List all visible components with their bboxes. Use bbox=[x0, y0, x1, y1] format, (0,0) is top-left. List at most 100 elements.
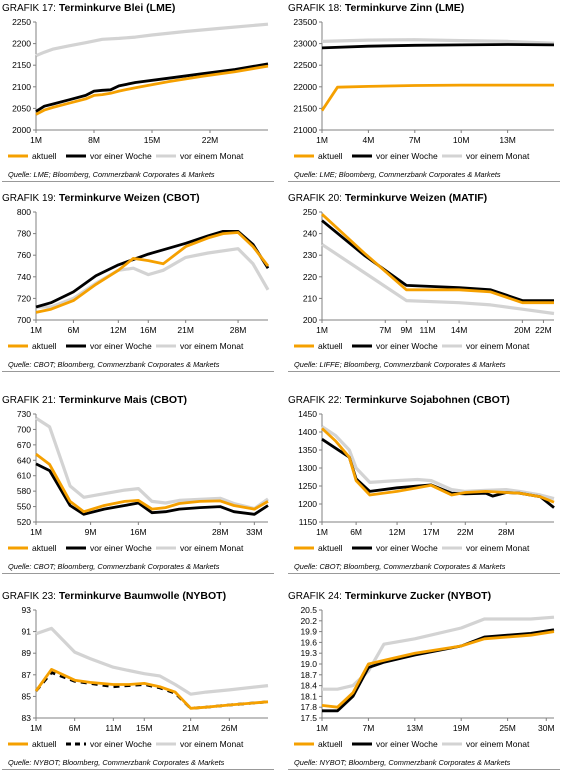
y-tick-label: 1150 bbox=[299, 517, 318, 527]
chart-title: GRAFIK 18: Terminkurve Zinn (LME) bbox=[288, 2, 464, 14]
divider bbox=[288, 573, 560, 574]
y-tick-label: 760 bbox=[17, 250, 31, 260]
chart-title-text: Terminkurve Weizen (CBOT) bbox=[58, 192, 200, 204]
legend-label-woche: vor einer Woche bbox=[90, 341, 152, 351]
x-tick-label: 21M bbox=[177, 325, 194, 335]
series-line-woche bbox=[321, 438, 555, 509]
chart-svg: 21000 21500 22000 22500 23000 23500 1M 4M 7M 10M 1… bbox=[293, 17, 555, 161]
x-tick-label: 15M bbox=[136, 723, 153, 733]
chart-svg: 1150 1200 1250 1300 1350 1400 1450 1M 6M 12M 17M 22… bbox=[294, 409, 555, 553]
legend-label-aktuell: aktuell bbox=[318, 341, 343, 351]
x-tick-label: 9M bbox=[400, 325, 412, 335]
chart-svg: 2000 2050 2100 2150 2200 2250 1M 8M 15M 22M aktuel… bbox=[8, 17, 269, 161]
y-tick-label: 21500 bbox=[293, 103, 317, 113]
chart-title-text: Terminkurve Mais (CBOT) bbox=[58, 394, 187, 406]
legend-label-woche: vor einer Woche bbox=[90, 543, 152, 553]
x-tick-label: 13M bbox=[499, 135, 516, 145]
y-tick-label: 580 bbox=[17, 486, 31, 496]
legend-label-aktuell: aktuell bbox=[318, 739, 343, 749]
series-line-aktuell bbox=[35, 452, 269, 514]
y-tick-label: 670 bbox=[17, 440, 31, 450]
x-tick-label: 26M bbox=[221, 723, 238, 733]
y-tick-label: 1250 bbox=[298, 481, 317, 491]
series-line-aktuell bbox=[35, 231, 270, 314]
y-tick-label: 1400 bbox=[298, 427, 317, 437]
x-tick-label: 20M bbox=[514, 325, 531, 335]
series-line-aktuell bbox=[35, 64, 269, 116]
x-tick-label: 10M bbox=[453, 135, 470, 145]
x-tick-label: 4M bbox=[362, 135, 374, 145]
y-tick-label: 1300 bbox=[298, 463, 317, 473]
x-tick-label: 15M bbox=[144, 135, 161, 145]
series-line-woche bbox=[321, 219, 554, 302]
chart-panel: GRAFIK 19: Terminkurve Weizen (CBOT) 700 7… bbox=[2, 192, 278, 382]
x-tick-label: 1M bbox=[316, 723, 328, 733]
y-tick-label: 19.6 bbox=[300, 637, 317, 647]
chart-source: Quelle: LIFFE; Bloomberg, Commerzbank Co… bbox=[294, 360, 506, 369]
x-tick-label: 16M bbox=[140, 325, 157, 335]
chart-source: Quelle: LME; Bloomberg, Commerzbank Corp… bbox=[8, 170, 215, 179]
series-line-woche bbox=[35, 62, 269, 113]
y-tick-label: 240 bbox=[303, 229, 317, 239]
legend-label-monat: vor einem Monat bbox=[466, 543, 530, 553]
legend-label-monat: vor einem Monat bbox=[466, 341, 530, 351]
chart-panel: GRAFIK 24: Terminkurve Zucker (NYBOT) 17.… bbox=[288, 590, 563, 780]
y-tick-label: 93 bbox=[22, 605, 32, 615]
chart-title: GRAFIK 23: Terminkurve Baumwolle (NYBOT) bbox=[2, 590, 226, 602]
chart-label: GRAFIK 20: bbox=[288, 193, 342, 204]
y-tick-label: 780 bbox=[17, 229, 31, 239]
x-tick-label: 6M bbox=[68, 325, 80, 335]
x-tick-label: 6M bbox=[69, 723, 81, 733]
y-tick-label: 17.5 bbox=[300, 713, 317, 723]
chart-title-text: Terminkurve Zinn (LME) bbox=[344, 2, 465, 14]
y-tick-label: 20.5 bbox=[300, 605, 317, 615]
y-tick-label: 23500 bbox=[293, 17, 317, 27]
chart-title-text: Terminkurve Weizen (MATIF) bbox=[344, 192, 488, 204]
y-tick-label: 2150 bbox=[12, 60, 31, 70]
x-tick-label: 17M bbox=[423, 527, 440, 537]
y-tick-label: 730 bbox=[17, 409, 31, 419]
chart-label: GRAFIK 17: bbox=[2, 3, 56, 14]
divider bbox=[2, 573, 274, 574]
series-line-monat bbox=[321, 38, 555, 45]
chart-title: GRAFIK 20: Terminkurve Weizen (MATIF) bbox=[288, 192, 487, 204]
series-line-woche bbox=[322, 628, 555, 713]
chart-source: Quelle: LME; Bloomberg, Commerzbank Corp… bbox=[294, 170, 501, 179]
x-tick-label: 21M bbox=[182, 723, 199, 733]
x-tick-label: 1M bbox=[30, 723, 42, 733]
x-tick-label: 7M bbox=[409, 135, 421, 145]
y-tick-label: 18.4 bbox=[300, 681, 317, 691]
x-tick-label: 14M bbox=[451, 325, 468, 335]
x-tick-label: 28M bbox=[498, 527, 515, 537]
y-tick-label: 220 bbox=[303, 272, 317, 282]
chart-svg: 520 550 580 610 640 670 700 730 1M 9M 16M 28M 33M akt… bbox=[8, 409, 269, 553]
chart-title: GRAFIK 22: Terminkurve Sojabohnen (CBOT) bbox=[288, 394, 510, 406]
legend-label-monat: vor einem Monat bbox=[466, 739, 530, 749]
divider bbox=[288, 769, 560, 770]
x-tick-label: 22M bbox=[202, 135, 219, 145]
legend-label-woche: vor einer Woche bbox=[90, 151, 152, 161]
series-line-aktuell bbox=[34, 668, 269, 710]
x-tick-label: 12M bbox=[389, 527, 406, 537]
series-line-aktuell bbox=[321, 213, 554, 305]
chart-panel: GRAFIK 20: Terminkurve Weizen (MATIF) 200… bbox=[288, 192, 563, 382]
x-tick-label: 33M bbox=[246, 527, 263, 537]
legend-label-woche: vor einer Woche bbox=[376, 543, 438, 553]
y-tick-label: 18.1 bbox=[300, 691, 317, 701]
chart-source: Quelle: NYBOT; Bloomberg, Commerzbank Co… bbox=[8, 758, 225, 767]
chart-label: GRAFIK 22: bbox=[288, 395, 342, 406]
series-line-monat bbox=[322, 615, 555, 691]
chart-label: GRAFIK 21: bbox=[2, 395, 56, 406]
chart-panel: GRAFIK 17: Terminkurve Blei (LME) 2000 205… bbox=[2, 2, 278, 192]
x-tick-label: 19M bbox=[453, 723, 470, 733]
y-tick-label: 700 bbox=[17, 424, 31, 434]
x-tick-label: 22M bbox=[457, 527, 474, 537]
x-tick-label: 8M bbox=[88, 135, 100, 145]
x-tick-label: 11M bbox=[105, 723, 121, 733]
y-tick-label: 640 bbox=[17, 455, 31, 465]
y-tick-label: 18.7 bbox=[300, 670, 317, 680]
y-tick-label: 230 bbox=[303, 250, 317, 260]
y-tick-label: 210 bbox=[303, 293, 317, 303]
chart-title: GRAFIK 17: Terminkurve Blei (LME) bbox=[2, 2, 175, 14]
chart-title: GRAFIK 24: Terminkurve Zucker (NYBOT) bbox=[288, 590, 491, 602]
